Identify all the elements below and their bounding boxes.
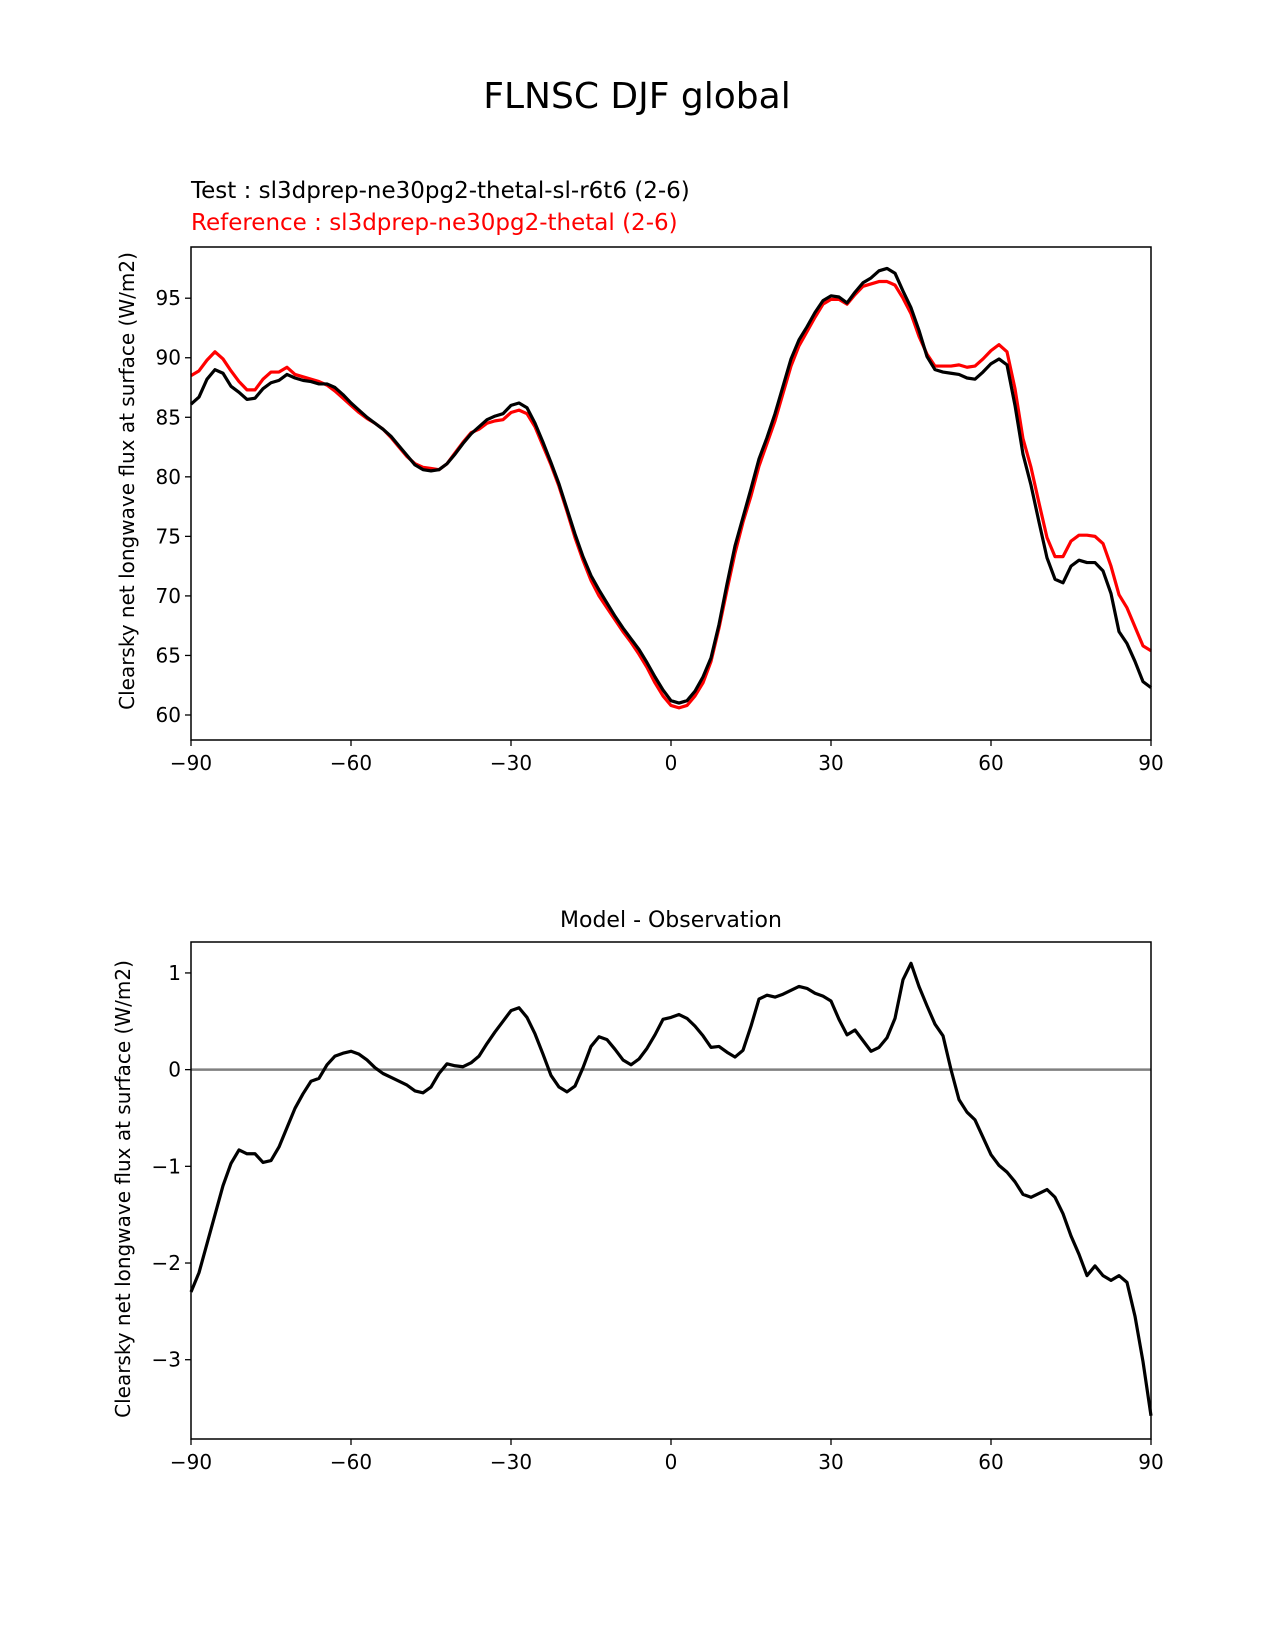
y-tick-label: 0 (168, 1058, 181, 1082)
reference-series-line (190, 279, 1152, 710)
y-tick-label: 70 (156, 584, 181, 608)
y-tick-label: 65 (156, 643, 181, 667)
x-tick-label: −90 (170, 1450, 212, 1474)
y-tick-label: −3 (152, 1348, 181, 1372)
bottom-axes-frame (190, 941, 1152, 1440)
y-tick-label: −2 (152, 1251, 181, 1275)
x-tick-label: −90 (170, 751, 212, 775)
bottom-series-layer (189, 961, 1153, 1417)
y-tick-label: 75 (156, 524, 181, 548)
x-tick-label: −60 (330, 1450, 372, 1474)
bottom-panel: Model - Observation Clearsky net longwav… (111, 908, 1164, 1474)
y-tick-label: 60 (156, 703, 181, 727)
top-series-layer (189, 266, 1152, 710)
y-tick-label: 95 (156, 286, 181, 310)
x-tick-label: 60 (978, 751, 1003, 775)
y-tick-label: 85 (156, 405, 181, 429)
top-axes-frame (190, 246, 1152, 741)
x-tick-label: 0 (665, 1450, 678, 1474)
y-tick-label: 80 (156, 465, 181, 489)
bottom-ylabel: Clearsky net longwave flux at surface (W… (111, 960, 135, 1418)
x-tick-label: −30 (490, 1450, 532, 1474)
x-tick-label: 60 (978, 1450, 1003, 1474)
bottom-title: Model - Observation (560, 908, 782, 933)
y-tick-label: 90 (156, 346, 181, 370)
difference-series-line (189, 961, 1153, 1417)
x-tick-label: 0 (665, 751, 678, 775)
top-tick-layer: −90 −60 −30 0 30 60 90 60 65 70 75 80 85 90 95 (156, 286, 1164, 775)
x-tick-label: 90 (1138, 751, 1163, 775)
legend-reference-label: Reference : sl3dprep-ne30pg2-thetal (2-6… (191, 210, 678, 236)
x-tick-label: 30 (818, 1450, 843, 1474)
x-tick-label: 90 (1138, 1450, 1163, 1474)
y-tick-label: −1 (152, 1154, 181, 1178)
legend-test-label: Test : sl3dprep-ne30pg2-thetal-sl-r6t6 (… (190, 178, 690, 204)
x-tick-label: 30 (818, 751, 843, 775)
x-tick-label: −60 (330, 751, 372, 775)
x-tick-label: −30 (490, 751, 532, 775)
top-ylabel: Clearsky net longwave flux at surface (W… (115, 252, 139, 710)
test-series-line (189, 266, 1152, 705)
bottom-tick-layer: −90 −60 −30 0 30 60 90 −3 −2 −1 0 1 (152, 961, 1164, 1474)
y-tick-label: 1 (168, 961, 181, 985)
top-panel: Test : sl3dprep-ne30pg2-thetal-sl-r6t6 (… (115, 178, 1164, 775)
figure-title: FLNSC DJF global (483, 76, 790, 117)
